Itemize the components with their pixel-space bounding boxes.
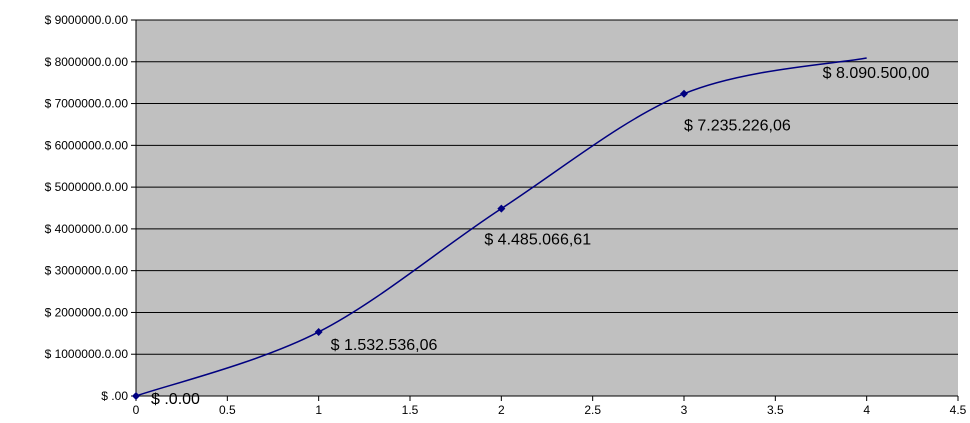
y-tick-label-0: $ .00: [101, 389, 128, 403]
data-point-2: [497, 204, 506, 213]
data-label-3: $ 7.235.226,06: [684, 118, 791, 135]
x-tick-label-9: 4.5: [950, 403, 967, 417]
x-tick-label-4: 2: [498, 403, 505, 417]
y-tick-label-7: $ 7000000.0.00: [45, 97, 129, 111]
data-label-0: $ .0.00: [151, 391, 200, 408]
x-tick-label-7: 3.5: [767, 403, 784, 417]
x-tick-label-2: 1: [315, 403, 322, 417]
data-point-3: [680, 89, 688, 98]
data-label-4: $ 8.090.500,00: [823, 65, 930, 82]
data-labels: $ .0.00 $ 1.532.536,06 $ 4.485.066,61 $ 7.2…: [151, 65, 930, 408]
x-tick-label-6: 3: [681, 403, 688, 417]
y-tick-label-2: $ 2000000.0.00: [45, 305, 129, 319]
x-tick-label-5: 2.5: [584, 403, 601, 417]
x-tick-label-8: 4: [863, 403, 870, 417]
gridlines: [136, 19, 958, 355]
data-label-2: $ 4.485.066,61: [484, 232, 591, 249]
y-tick-label-5: $ 5000000.0.00: [45, 180, 129, 194]
y-tick-label-6: $ 6000000.0.00: [45, 138, 129, 152]
y-tick-label-3: $ 3000000.0.00: [45, 264, 129, 278]
y-tick-label-1: $ 1000000.0.00: [45, 347, 129, 361]
data-point-0: [132, 392, 140, 400]
series-layer: [132, 57, 867, 400]
x-tick-label-0: 0: [133, 403, 140, 417]
x-tick-label-3: 1.5: [402, 403, 419, 417]
y-tick-label-4: $ 4000000.0.00: [45, 222, 129, 236]
data-label-1: $ 1.532.536,06: [331, 337, 438, 354]
axes: $ .00 $ 1000000.0.00 $ 2000000.0.00 $ 30000…: [45, 13, 967, 417]
y-tick-label-8: $ 8000000.0.00: [45, 55, 129, 69]
x-tick-label-1: 0.5: [219, 403, 236, 417]
data-point-1: [314, 327, 323, 336]
plot-area: [136, 20, 958, 396]
y-tick-label-9: $ 9000000.0.00: [45, 13, 129, 27]
